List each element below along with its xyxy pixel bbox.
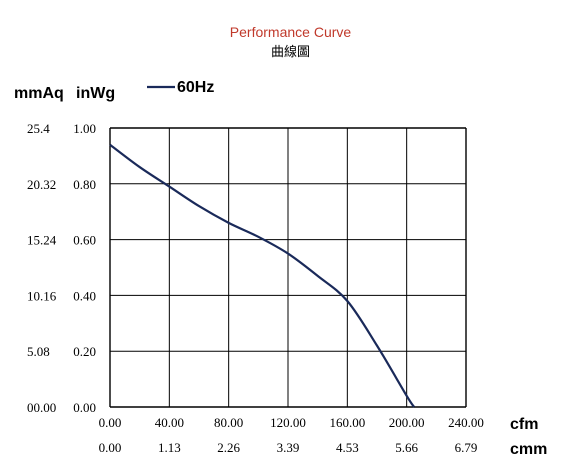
x-tick-label-cmm: 5.66 <box>395 440 418 455</box>
x-tick-label-cmm: 3.39 <box>277 440 300 455</box>
x-tick-label-cfm: 160.00 <box>329 415 365 430</box>
x-tick-label-cfm: 80.00 <box>214 415 243 430</box>
x-tick-label-cfm: 40.00 <box>155 415 184 430</box>
y-tick-label-inwg: 1.00 <box>73 121 96 136</box>
x-tick-label-cfm: 200.00 <box>389 415 425 430</box>
y-tick-label-mmaq: 10.16 <box>27 288 57 303</box>
y-tick-label-inwg: 0.60 <box>73 233 96 248</box>
chart-title: Performance Curve <box>229 24 352 40</box>
chart-tick-labels: 0.00 0.20 0.40 0.60 0.80 1.00 00.00 5.08 10.16 15… <box>14 85 547 458</box>
x-tick-label-cmm: 0.00 <box>99 440 122 455</box>
x-tick-label-cmm: 6.79 <box>455 440 478 455</box>
legend-label-60hz: 60Hz <box>177 79 214 96</box>
x-tick-label-cmm: 4.53 <box>336 440 359 455</box>
chart-series <box>109 143 415 408</box>
y-tick-label-inwg: 0.40 <box>73 288 96 303</box>
x-tick-label-cmm: 2.26 <box>217 440 240 455</box>
x-tick-label-cmm: 1.13 <box>158 440 181 455</box>
y-tick-label-inwg: 0.20 <box>73 344 96 359</box>
x-tick-label-cfm: 0.00 <box>99 415 122 430</box>
y-tick-label-inwg: 0.00 <box>73 400 96 415</box>
x-tick-label-cfm: 240.00 <box>448 415 484 430</box>
x-tick-label-cfm: 120.00 <box>270 415 306 430</box>
chart-subtitle: 曲線圖 <box>270 44 310 59</box>
y-tick-label-inwg: 0.80 <box>73 177 96 192</box>
y-tick-label-mmaq: 20.32 <box>27 177 56 192</box>
y-tick-label-mmaq: 15.24 <box>27 233 57 248</box>
y-tick-label-mmaq: 25.4 <box>27 121 50 136</box>
y-tick-label-mmaq: 5.08 <box>27 344 50 359</box>
y-tick-label-mmaq: 00.00 <box>27 400 56 415</box>
x-unit-cmm: cmm <box>510 441 547 458</box>
chart-legend: 60Hz <box>147 79 214 96</box>
y-unit-mmaq: mmAq <box>14 85 64 102</box>
x-unit-cfm: cfm <box>510 416 538 433</box>
y-unit-inwg: inWg <box>76 85 115 102</box>
series-line-60hz <box>109 143 415 408</box>
chart-grid <box>109 127 467 408</box>
